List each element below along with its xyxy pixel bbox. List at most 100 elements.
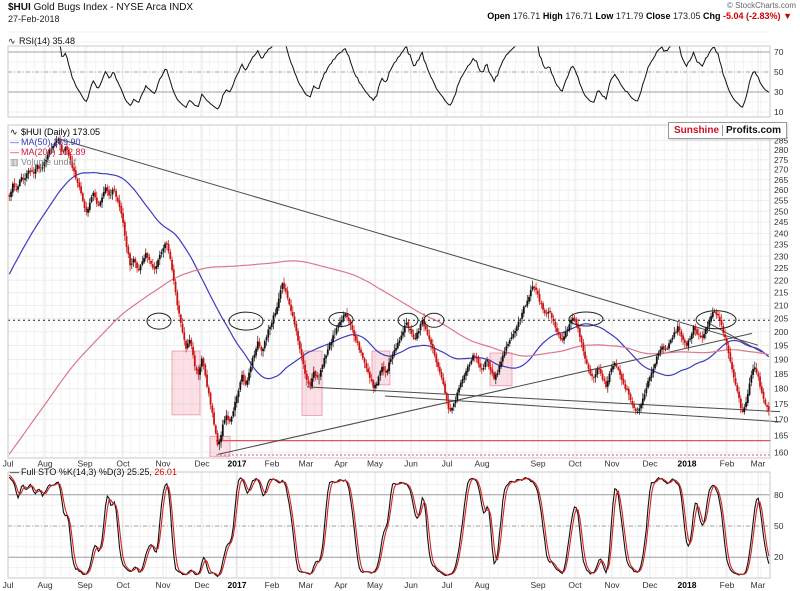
pane-border [7,471,771,579]
svg-text:215: 215 [774,288,788,298]
svg-text:180: 180 [774,384,788,394]
sunshineprofits-watermark: Sunshine Profits.com [668,122,788,139]
copyright: © StockCharts.com [726,1,796,10]
svg-text:170: 170 [774,415,788,425]
price-plot-icon: ∿ [10,127,18,137]
horizontal-support-lines [216,439,771,456]
svg-text:160: 160 [774,447,788,457]
ma50-line [8,171,770,380]
svg-text:165: 165 [774,431,788,441]
svg-text:Oct: Oct [568,459,582,469]
svg-text:Aug: Aug [474,459,489,469]
candlesticks [8,135,770,451]
moving-averages [8,171,770,455]
svg-text:Apr: Apr [334,580,347,590]
svg-text:Jul: Jul [3,459,14,469]
watermark-profits: Profits.com [722,125,787,136]
legend-price-row: ∿ $HUI (Daily) 173.05 [10,127,100,137]
svg-text:70: 70 [774,47,784,57]
svg-text:Apr: Apr [334,459,347,469]
svg-text:Jun: Jun [404,459,418,469]
down-arrow-icon: ▼ [783,11,792,21]
svg-text:Dec: Dec [642,459,658,469]
legend-ma200-label: MA(200) [21,147,56,157]
svg-text:Nov: Nov [155,459,171,469]
svg-text:Dec: Dec [642,580,658,590]
stoch-k-value: 25.25, [126,467,152,477]
chart-title: $HUI Gold Bugs Index - NYSE Arca INDX [8,2,193,13]
trendlines [57,138,781,455]
svg-text:255: 255 [774,196,788,206]
gridlines [7,31,770,578]
svg-text:Jul: Jul [442,580,453,590]
stoch-d-value: 26.01 [154,467,177,477]
svg-text:50: 50 [774,67,784,77]
svg-text:205: 205 [774,313,788,323]
high-label: High [542,11,563,21]
svg-text:275: 275 [774,155,788,165]
svg-text:Mar: Mar [299,580,314,590]
svg-text:May: May [367,580,384,590]
svg-text:Aug: Aug [474,580,489,590]
svg-text:2018: 2018 [678,580,697,590]
svg-text:80: 80 [774,490,784,500]
volume-bars-icon: ▥ [10,157,19,167]
watermark-sunshine: Sunshine [674,125,720,136]
svg-text:Nov: Nov [155,580,171,590]
svg-text:Feb: Feb [720,459,735,469]
svg-text:Jun: Jun [404,580,418,590]
legend-ma200-row: — MA(200) 192.89 [10,147,100,157]
legend-ma50-label: MA(50) [21,137,51,147]
svg-text:210: 210 [774,300,788,310]
svg-text:2017: 2017 [228,459,247,469]
svg-text:230: 230 [774,251,788,261]
ma50-line-icon: — [10,137,19,147]
legend-ma50-row: — MA(50) 189.90 [10,137,100,147]
ma200-line [8,260,769,455]
svg-text:Nov: Nov [604,459,620,469]
svg-text:265: 265 [774,175,788,185]
svg-text:Feb: Feb [265,580,280,590]
svg-text:May: May [367,459,384,469]
chg-value: -5.04 (-2.83%) [723,11,781,21]
svg-text:Sep: Sep [530,459,545,469]
stoch-label: Full STO %K(14,3) %D(3) [21,467,125,477]
svg-text:250: 250 [774,206,788,216]
svg-text:Aug: Aug [37,580,52,590]
svg-text:Aug: Aug [37,459,52,469]
svg-text:220: 220 [774,275,788,285]
svg-text:Feb: Feb [265,459,280,469]
chart-date: 27-Feb-2018 [8,14,60,24]
stoch-line-icon: — [10,467,19,477]
svg-text:2018: 2018 [678,459,697,469]
close-label: Close [645,11,671,21]
svg-text:225: 225 [774,263,788,273]
quote-line: Open 176.71 High 176.71 Low 171.79 Close… [487,11,792,21]
legend-last-price: 173.05 [72,127,101,137]
low-value: 171.79 [615,11,644,21]
svg-text:2017: 2017 [228,580,247,590]
svg-text:270: 270 [774,165,788,175]
legend-volume-label: Volume [21,157,52,167]
svg-text:Nov: Nov [604,580,620,590]
title-text: Gold Bugs Index - NYSE Arca INDX [30,2,194,13]
svg-text:10: 10 [774,107,784,117]
high-value: 176.71 [565,11,593,21]
svg-text:260: 260 [774,185,788,195]
svg-text:240: 240 [774,228,788,238]
svg-text:20: 20 [774,552,784,562]
svg-text:Sep: Sep [530,580,545,590]
legend-ma50-value: 189.90 [53,137,81,147]
svg-text:Dec: Dec [194,580,210,590]
svg-text:Oct: Oct [116,459,130,469]
svg-text:285: 285 [774,136,788,146]
legend-ma200-value: 192.89 [58,147,86,157]
legend-volume-value: undef [53,157,77,167]
svg-text:195: 195 [774,340,788,350]
indicator-icon: ∿ [8,36,16,46]
stoch-k-line [8,476,770,578]
svg-text:Sep: Sep [77,580,92,590]
